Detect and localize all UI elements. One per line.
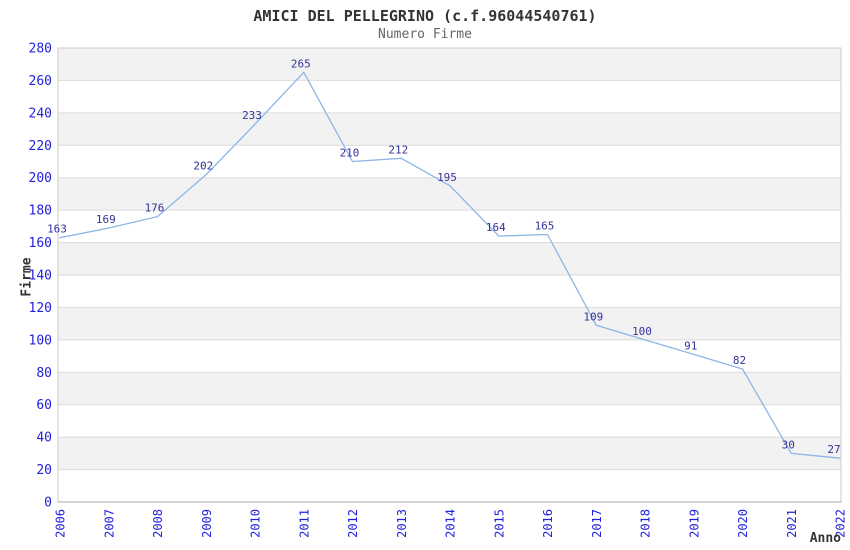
- chart-subtitle: Numero Firme: [378, 27, 472, 42]
- svg-text:2016: 2016: [541, 509, 555, 538]
- svg-text:2013: 2013: [395, 509, 409, 538]
- svg-text:2007: 2007: [102, 509, 116, 538]
- svg-text:30: 30: [782, 438, 795, 451]
- svg-text:60: 60: [36, 398, 52, 413]
- svg-text:20: 20: [36, 463, 52, 478]
- svg-text:233: 233: [242, 109, 262, 122]
- svg-text:169: 169: [96, 213, 116, 226]
- x-axis-title: Anno: [809, 531, 841, 546]
- series-line: [59, 71, 841, 459]
- svg-text:2014: 2014: [444, 509, 458, 538]
- svg-text:210: 210: [340, 147, 360, 160]
- svg-text:91: 91: [684, 339, 697, 352]
- svg-text:2011: 2011: [297, 509, 311, 538]
- svg-text:165: 165: [535, 220, 555, 233]
- svg-text:260: 260: [29, 74, 52, 89]
- svg-text:2010: 2010: [249, 509, 263, 538]
- svg-text:109: 109: [583, 310, 603, 323]
- svg-text:180: 180: [29, 204, 52, 219]
- svg-text:2017: 2017: [590, 509, 604, 538]
- svg-text:164: 164: [486, 221, 506, 234]
- svg-text:0: 0: [44, 496, 52, 511]
- svg-text:40: 40: [36, 431, 52, 446]
- svg-text:120: 120: [29, 301, 52, 316]
- svg-text:2006: 2006: [54, 509, 68, 538]
- svg-text:220: 220: [29, 139, 52, 154]
- y-tick-labels: 0 20 40 60 80 100 120 140 160 180 200 220 240 260 280: [29, 42, 52, 511]
- svg-text:195: 195: [437, 171, 457, 184]
- svg-text:82: 82: [733, 354, 746, 367]
- svg-text:2012: 2012: [346, 509, 360, 538]
- svg-text:80: 80: [36, 366, 52, 381]
- svg-text:2019: 2019: [687, 509, 701, 538]
- svg-text:2022: 2022: [834, 509, 848, 538]
- svg-text:280: 280: [29, 42, 52, 57]
- svg-text:2008: 2008: [151, 509, 165, 538]
- chart-title: AMICI DEL PELLEGRINO (c.f.96044540761): [253, 7, 597, 25]
- svg-text:200: 200: [29, 171, 52, 186]
- svg-text:140: 140: [29, 269, 52, 284]
- svg-text:2015: 2015: [492, 509, 506, 538]
- svg-text:163: 163: [47, 223, 67, 236]
- svg-text:100: 100: [632, 325, 652, 338]
- y-axis-title: Firme: [19, 257, 35, 297]
- svg-text:265: 265: [291, 57, 311, 70]
- svg-text:2018: 2018: [639, 509, 653, 538]
- svg-text:176: 176: [145, 202, 165, 215]
- svg-text:240: 240: [29, 106, 52, 121]
- svg-text:202: 202: [193, 160, 213, 173]
- svg-text:160: 160: [29, 236, 52, 251]
- plot-bands: [58, 48, 841, 470]
- data-labels: 163 169 176 202 233 265 210 212 195 164 165 109 100 9…: [47, 57, 841, 456]
- svg-text:2009: 2009: [200, 509, 214, 538]
- x-tick-labels: 2006 2007 2008 2009 2010 2011 2012 2013 2014 2015…: [54, 509, 848, 538]
- grid-lines: [58, 47, 841, 471]
- svg-text:100: 100: [29, 333, 52, 348]
- svg-text:2020: 2020: [736, 509, 750, 538]
- svg-text:212: 212: [388, 143, 408, 156]
- svg-text:27: 27: [827, 443, 840, 456]
- svg-text:2021: 2021: [785, 509, 799, 538]
